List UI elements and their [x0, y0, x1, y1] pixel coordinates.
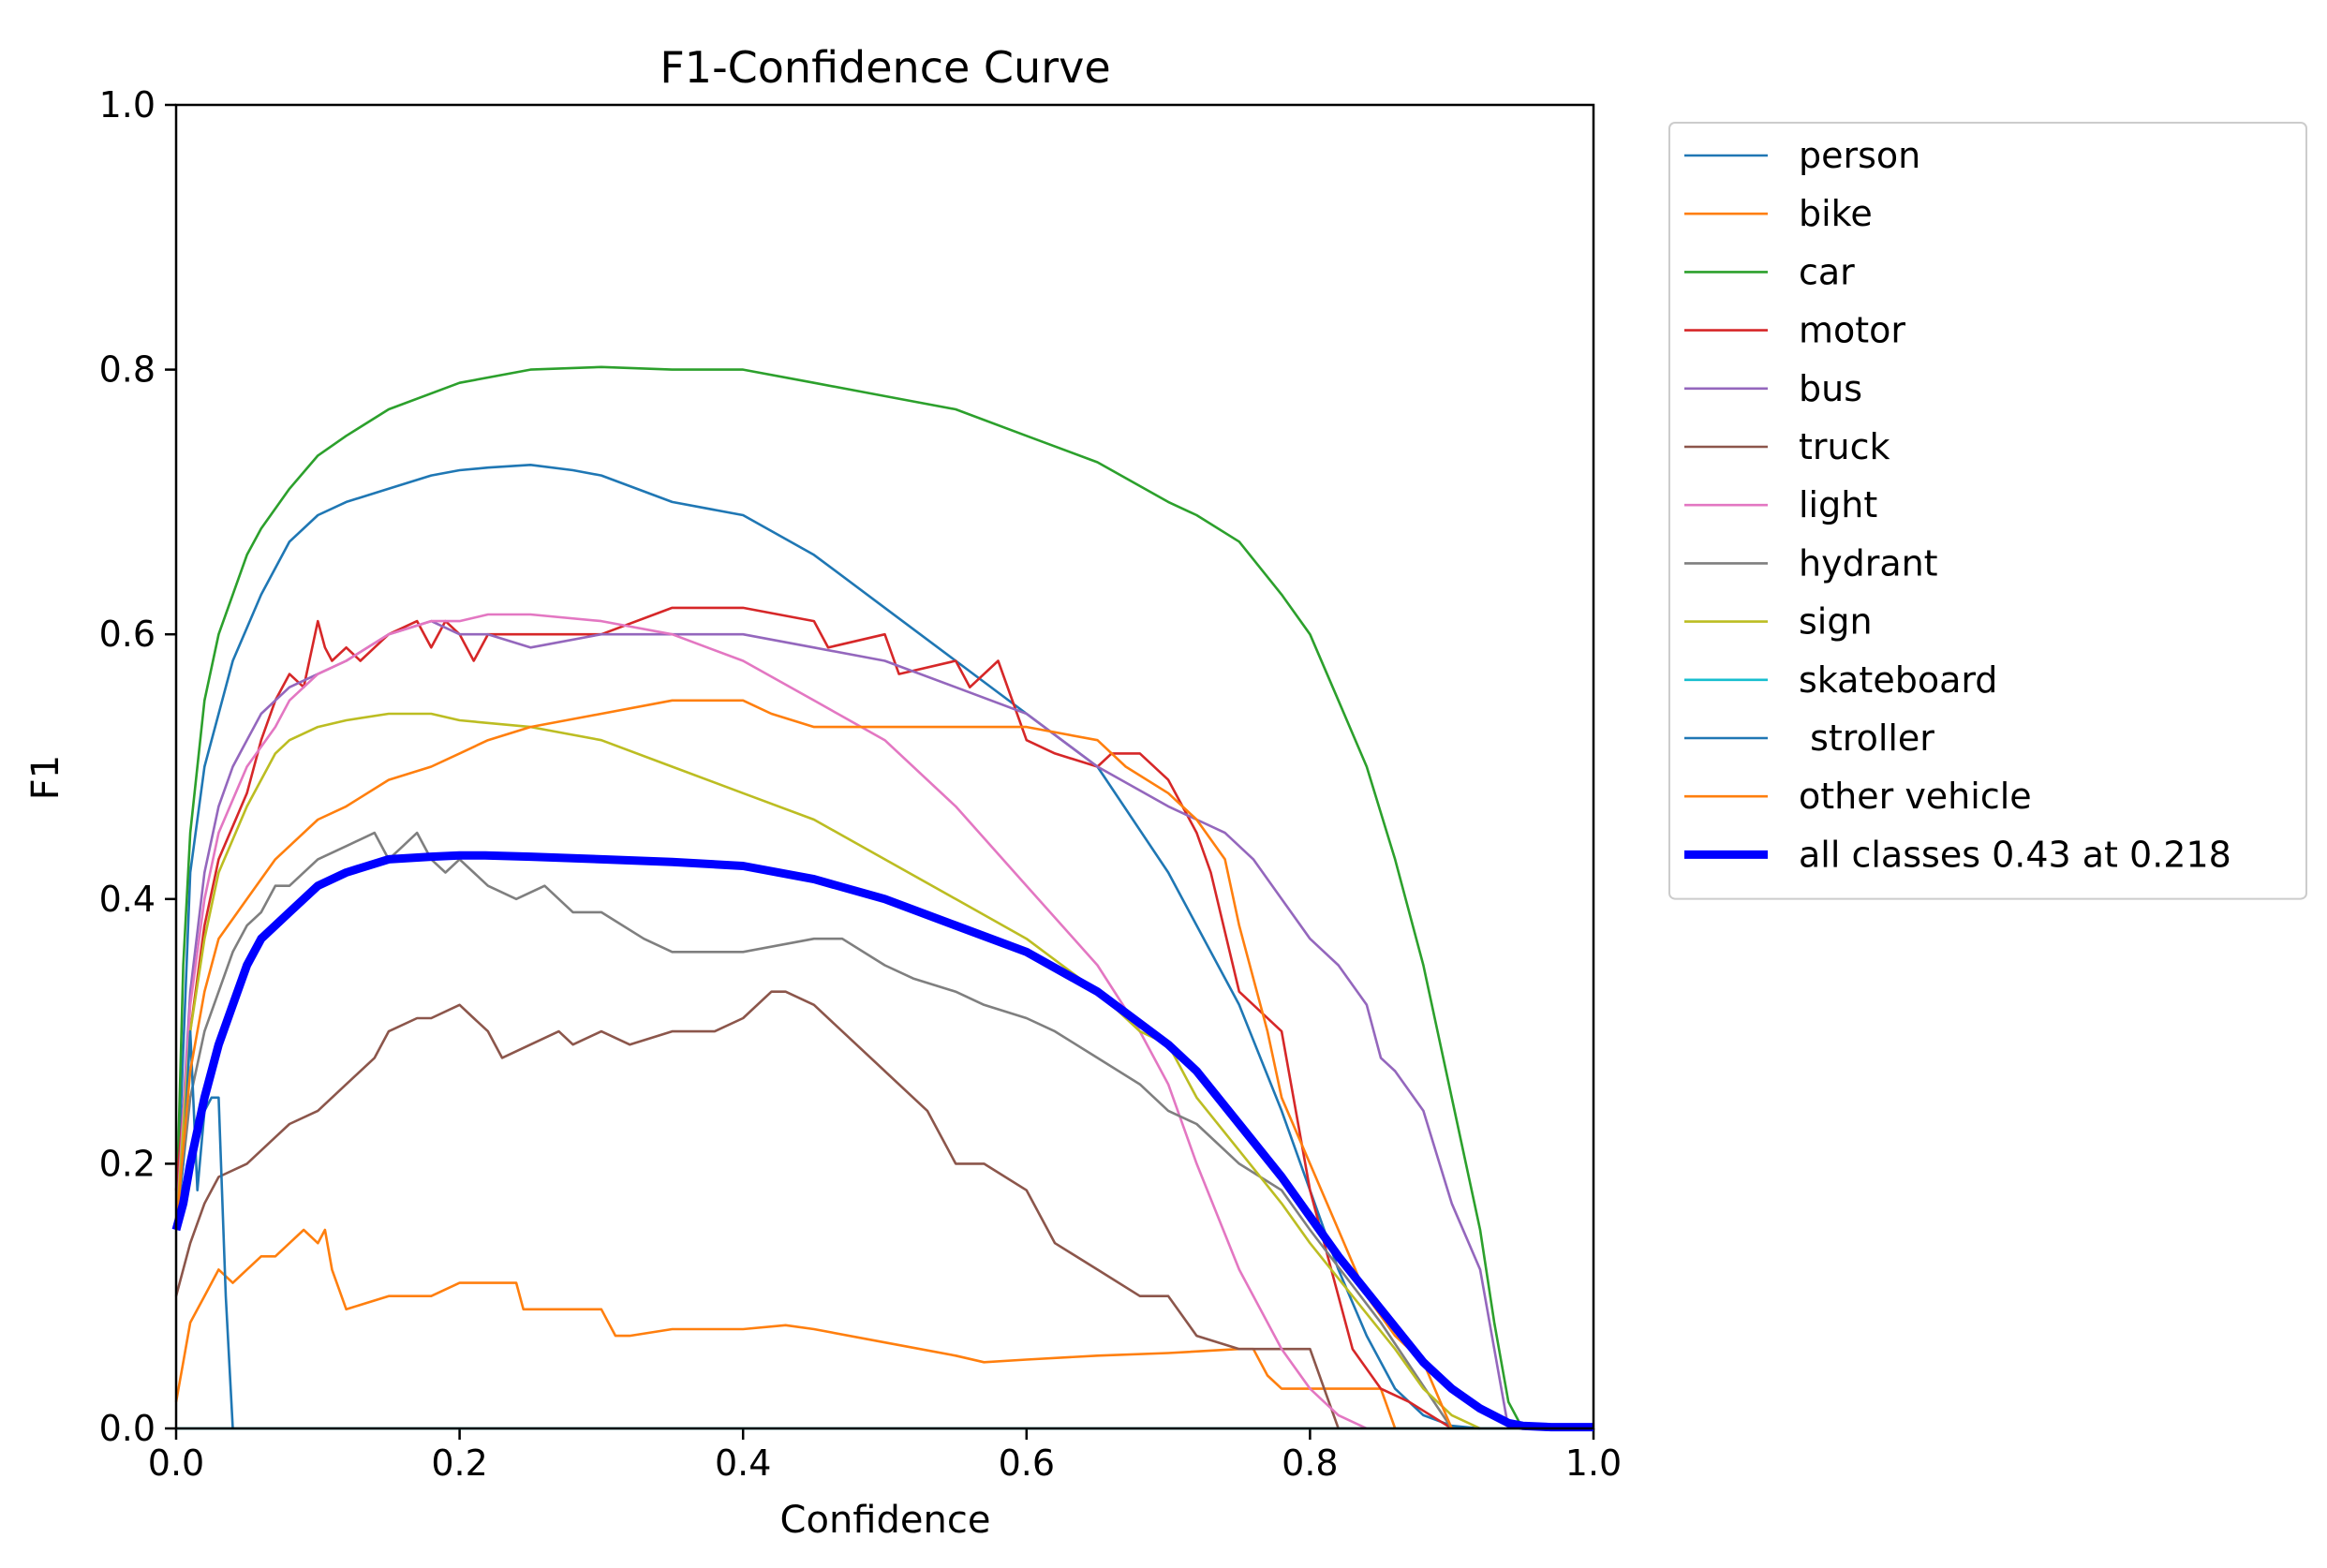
- y-tick-label: 1.0: [99, 84, 156, 126]
- legend-label: light: [1799, 484, 1877, 525]
- x-tick-label: 0.8: [1282, 1442, 1338, 1484]
- legend-label: sign: [1799, 601, 1873, 643]
- series-line-6: [174, 613, 1368, 1430]
- y-tick-label: 0.8: [99, 349, 156, 391]
- legend-label: skateboard: [1799, 659, 1997, 701]
- legend-label: all classes 0.43 at 0.218: [1799, 834, 2231, 875]
- series-line-7: [174, 831, 1453, 1429]
- y-tick-label: 0.4: [99, 879, 156, 920]
- legend-box: [1668, 122, 2307, 900]
- x-axis-label: Confidence: [780, 1499, 991, 1542]
- x-tick-label: 0.2: [431, 1442, 487, 1484]
- x-tick-label: 0.0: [148, 1442, 204, 1484]
- y-axis-label: F1: [24, 755, 67, 800]
- legend-label: bus: [1799, 368, 1862, 409]
- legend-label: bike: [1799, 193, 1873, 234]
- y-tick-label: 0.2: [99, 1143, 156, 1184]
- series-line-4: [174, 619, 1510, 1429]
- legend-label: hydrant: [1799, 542, 1938, 584]
- series-line-12: [171, 851, 1593, 1432]
- chart-title: F1-Confidence Curve: [660, 42, 1110, 93]
- legend-label: person: [1799, 135, 1920, 176]
- series-line-1: [174, 1228, 1397, 1429]
- series-line-5: [174, 990, 1340, 1429]
- legend-label: other vehicle: [1799, 776, 2032, 817]
- axis-ticks: 0.0 0.2 0.4 0.6 0.8 1.0 0.0 0.2 0.4 0.6 0.8 1.0: [99, 84, 1623, 1484]
- x-tick-label: 0.4: [715, 1442, 771, 1484]
- series-line-11: [174, 699, 1453, 1429]
- y-tick-label: 0.0: [99, 1408, 156, 1449]
- legend-label: car: [1799, 251, 1855, 292]
- x-tick-label: 0.6: [999, 1442, 1055, 1484]
- plot-frame: [174, 103, 1595, 1430]
- y-tick-label: 0.6: [99, 614, 156, 655]
- x-tick-label: 1.0: [1565, 1442, 1622, 1484]
- legend: person bike car motor bus truck light hydrant si…: [1668, 122, 2307, 900]
- legend-label: truck: [1799, 426, 1890, 467]
- series-line-2: [174, 365, 1524, 1429]
- legend-label: stroller: [1799, 717, 1934, 759]
- series-line-8: [174, 712, 1481, 1430]
- legend-label: motor: [1799, 310, 1905, 351]
- series-line-3: [174, 606, 1453, 1430]
